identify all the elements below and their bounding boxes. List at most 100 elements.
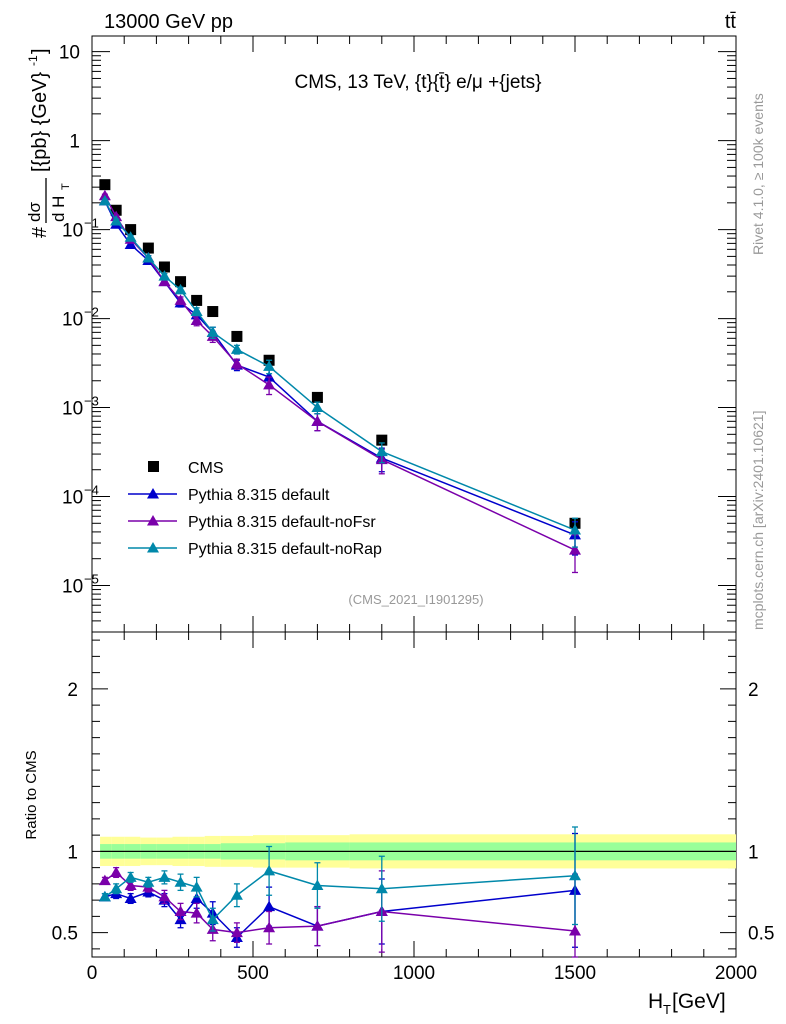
header-left: 13000 GeV pp <box>104 11 233 33</box>
ratio-y-axis-label: Ratio to CMS <box>23 750 40 839</box>
main-y-tick-exponent: −1 <box>84 216 99 231</box>
header-right: tt̄ <box>725 11 737 33</box>
ratio-point-pythia-8-315-default-nofsr <box>110 866 123 877</box>
point-cms <box>99 179 111 191</box>
main-y-tick-label: 10 <box>62 576 83 597</box>
point-pythia-8-315-default-nofsr <box>174 294 187 305</box>
ratio-y-tick-label-right: 2 <box>748 680 759 701</box>
legend-label-pythia-8-315-default-nofsr: Pythia 8.315 default-noFsr <box>188 514 376 531</box>
legend-marker-pythia-8-315-default-nofsr <box>147 515 159 526</box>
ratio-point-pythia-8-315-default-norap <box>174 876 187 887</box>
ratio-plot-frame: 0 500 1000 1500 2000 0.5 0.5 1 1 2 2 <box>52 631 774 984</box>
legend-label-pythia-8-315-default: Pythia 8.315 default <box>188 487 330 504</box>
point-pythia-8-315-default-norap <box>311 401 324 413</box>
ratio-point-pythia-8-315-default-norap <box>311 879 324 890</box>
ratio-point-pythia-8-315-default-norap <box>190 881 203 892</box>
point-pythia-8-315-default-nofsr <box>158 275 171 287</box>
point-cms <box>175 276 187 288</box>
point-cms <box>191 294 203 306</box>
point-pythia-8-315-default-norap <box>230 343 243 354</box>
ratio-point-pythia-8-315-default <box>263 900 276 912</box>
ratio-point-pythia-8-315-default-nofsr <box>263 921 276 933</box>
line-pythia-8-315-default-nofsr <box>104 195 576 551</box>
main-y-tick-label: 10 <box>62 310 83 331</box>
ratio-point-pythia-8-315-default-nofsr <box>311 920 324 931</box>
ylabel-num: dσ <box>25 202 44 222</box>
point-cms <box>158 261 170 273</box>
point-pythia-8-315-default-nofsr <box>569 544 581 555</box>
ratio-point-pythia-8-315-default-norap <box>124 871 137 882</box>
point-pythia-8-315-default-nofsr <box>190 314 203 326</box>
point-pythia-8-315-default-norap <box>158 270 171 281</box>
ylabel-rest: [{pb} {GeV} <box>29 72 51 172</box>
ratio-point-pythia-8-315-default-nofsr <box>98 874 111 886</box>
point-pythia-8-315-default-norap <box>569 524 581 535</box>
ratio-y-tick-label: 1 <box>67 842 78 863</box>
x-tick-label: 0 <box>87 963 98 984</box>
xlabel-sub: T <box>663 1002 671 1017</box>
main-y-tick-exponent: −4 <box>84 483 99 498</box>
point-pythia-8-315-default-norap <box>98 194 111 206</box>
plot-title: CMS, 13 TeV, {t}{t̄} e/μ +{jets} <box>294 72 541 93</box>
ratio-point-pythia-8-315-default-nofsr <box>174 905 187 916</box>
main-y-tick-exponent: −5 <box>84 571 99 586</box>
ylabel-sup: -1 <box>26 55 40 66</box>
ratio-y-tick-label: 2 <box>67 680 78 701</box>
main-y-tick-exponent: −3 <box>84 394 99 409</box>
main-plot-content <box>98 179 581 574</box>
main-y-tick-label: 10 <box>62 488 83 509</box>
point-pythia-8-315-default-norap <box>174 283 187 295</box>
point-pythia-8-315-default-nofsr <box>311 415 324 426</box>
point-cms <box>125 224 137 236</box>
point-pythia-8-315-default-norap <box>206 326 219 337</box>
point-pythia-8-315-default-norap <box>124 231 137 242</box>
main-y-tick-label: 1 <box>69 132 80 153</box>
ratio-point-pythia-8-315-default-norap <box>569 869 581 881</box>
x-tick-label: 2000 <box>715 963 757 984</box>
point-cms <box>231 330 243 342</box>
legend-label-cms: CMS <box>188 460 224 477</box>
ratio-point-pythia-8-315-default-nofsr <box>124 879 137 890</box>
main-y-tick-label: 10 <box>62 221 83 242</box>
xlabel-main: H <box>648 990 663 1013</box>
ratio-point-pythia-8-315-default-nofsr <box>230 926 243 938</box>
ratio-point-pythia-8-315-default-norap <box>206 913 219 925</box>
main-y-tick-exponent: −2 <box>84 305 99 320</box>
ratio-point-pythia-8-315-default-norap <box>110 882 123 894</box>
ratio-point-pythia-8-315-default-norap <box>142 876 155 887</box>
legend-marker-pythia-8-315-default-norap <box>147 542 159 553</box>
ratio-y-tick-label-right: 1 <box>748 842 759 863</box>
line-pythia-8-315-default <box>104 200 576 536</box>
ratio-point-pythia-8-315-default-norap <box>158 871 171 882</box>
ratio-point-pythia-8-315-default <box>124 892 137 903</box>
x-tick-label: 500 <box>237 963 269 984</box>
x-axis-label: H T [GeV] <box>648 990 726 1017</box>
ratio-point-pythia-8-315-default-norap <box>375 882 388 894</box>
ratio-point-pythia-8-315-default-norap <box>230 889 243 900</box>
legend: CMS Pythia 8.315 default Pythia 8.315 defa… <box>128 460 382 558</box>
ratio-line-pythia-8-315-default <box>104 889 576 939</box>
point-pythia-8-315-default-nofsr <box>230 357 243 369</box>
point-pythia-8-315-default <box>263 371 276 382</box>
ratio-point-pythia-8-315-default <box>190 892 203 903</box>
point-pythia-8-315-default <box>124 238 137 250</box>
point-cms <box>110 204 122 216</box>
legend-label-pythia-8-315-default-norap: Pythia 8.315 default-noRap <box>188 541 382 558</box>
main-y-axis-label: # dσ d H T [{pb} {GeV} -1 ] <box>25 48 72 238</box>
line-pythia-8-315-default-norap <box>104 200 576 531</box>
point-pythia-8-315-default-norap <box>110 214 123 226</box>
x-tick-label: 1000 <box>393 963 435 984</box>
xlabel-rest: [GeV] <box>672 990 726 1013</box>
point-cms <box>142 242 154 254</box>
ratio-point-pythia-8-315-default-norap <box>263 864 276 876</box>
point-pythia-8-315-default-norap <box>375 445 388 457</box>
legend-marker-pythia-8-315-default <box>147 488 159 499</box>
point-cms <box>207 306 219 318</box>
ratio-y-tick-label: 0.5 <box>52 924 78 945</box>
main-y-tick-label: 10 <box>62 399 83 420</box>
ylabel-den-sub: T <box>60 183 72 190</box>
ratio-point-pythia-8-315-default-nofsr <box>569 925 581 936</box>
mcplots-label: mcplots.cern.ch [arXiv:2401.10621] <box>750 411 766 630</box>
